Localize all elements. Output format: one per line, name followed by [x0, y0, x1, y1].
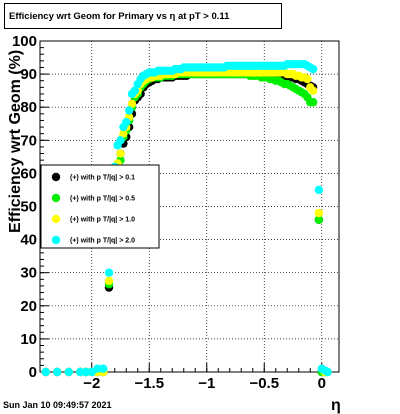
- data-point: [119, 129, 128, 138]
- legend-marker: [51, 172, 61, 182]
- legend-marker: [51, 193, 61, 203]
- timestamp-footer: Sun Jan 10 09:49:57 2021: [3, 400, 112, 410]
- chart-title: Efficiency wrt Geom for Primary vs η at …: [4, 3, 282, 29]
- data-point: [99, 364, 108, 373]
- y-tick-label: 0: [29, 364, 37, 381]
- data-point: [308, 64, 318, 74]
- legend-marker: [51, 214, 61, 224]
- data-point: [93, 364, 102, 373]
- data-point: [308, 98, 318, 107]
- data-point: [41, 367, 50, 377]
- data-point: [314, 185, 324, 195]
- series-4: [41, 59, 332, 377]
- y-tick-label: 90: [20, 66, 37, 83]
- data-point: [303, 74, 312, 84]
- legend-marker: [51, 235, 61, 245]
- x-tick-label: −0.5: [249, 375, 279, 392]
- data-points: [41, 59, 332, 377]
- y-tick-label: 60: [20, 165, 37, 182]
- legend: (+) with p T/|q| > 0.1 (+) with p T/|q| >…: [40, 164, 160, 249]
- data-point: [116, 136, 125, 145]
- y-tick-label: 20: [20, 298, 37, 315]
- legend-label: (+) with p T/|q| > 1.0: [70, 217, 135, 224]
- y-tick-label: 30: [20, 265, 37, 282]
- legend-label: (+) with p T/|q| > 0.1: [70, 175, 135, 182]
- data-point: [308, 86, 318, 95]
- y-axis-title: Efficiency wrt Geom (%): [7, 50, 24, 233]
- x-axis-title: η: [331, 397, 341, 414]
- y-tick-label: 40: [20, 232, 37, 249]
- x-tick-label: 0: [318, 375, 326, 392]
- y-tick-label: 10: [20, 331, 37, 348]
- legend-label: (+) with p T/|q| > 2.0: [70, 238, 135, 245]
- y-tick-label: 70: [20, 132, 37, 149]
- legend-label: (+) with p T/|q| > 0.5: [70, 196, 135, 203]
- data-point: [53, 367, 62, 377]
- axis-tick-labels: −2 −1.5 −1 −0.5 0 0 10 20 30 40 50 60 70 80 90 100: [12, 33, 326, 392]
- data-point: [64, 367, 73, 377]
- y-tick-label: 80: [20, 99, 37, 116]
- x-tick-label: −1: [198, 375, 215, 392]
- data-point: [323, 367, 332, 377]
- data-point: [130, 86, 140, 95]
- x-tick-label: −2: [83, 375, 100, 392]
- data-point: [124, 106, 134, 115]
- data-point: [314, 208, 324, 218]
- data-point: [76, 367, 85, 377]
- data-point: [314, 215, 324, 224]
- y-tick-label: 100: [12, 33, 37, 50]
- data-point: [116, 149, 125, 158]
- legend-box: [40, 164, 160, 249]
- data-point: [104, 276, 114, 286]
- x-tick-label: −1.5: [134, 375, 164, 392]
- data-point: [104, 268, 114, 277]
- data-point: [122, 117, 131, 127]
- y-tick-label: 50: [20, 199, 37, 216]
- data-point: [81, 367, 91, 377]
- data-point: [127, 99, 137, 109]
